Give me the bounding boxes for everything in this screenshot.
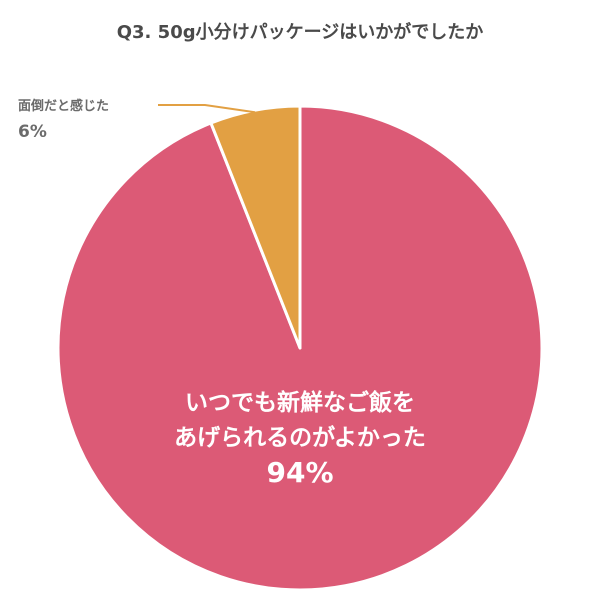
- pie-slice-1: [209, 104, 302, 350]
- chart-title: Q3. 50g小分けパッケージはいかがでしたか: [117, 21, 484, 43]
- pie-slices: [56, 104, 544, 592]
- slice-label-small: 面倒だと感じた: [18, 98, 109, 114]
- slice-value-main: 94%: [266, 456, 333, 489]
- pie-labels: いつでも新鮮なご飯を あげられるのがよかった 94% 面倒だと感じた 6%: [18, 98, 426, 489]
- slice-label-main-line2: あげられるのがよかった: [174, 424, 426, 451]
- leader-line: [158, 104, 256, 114]
- slice-value-small: 6%: [18, 122, 47, 142]
- slice-label-main-line1: いつでも新鮮なご飯を: [185, 389, 415, 416]
